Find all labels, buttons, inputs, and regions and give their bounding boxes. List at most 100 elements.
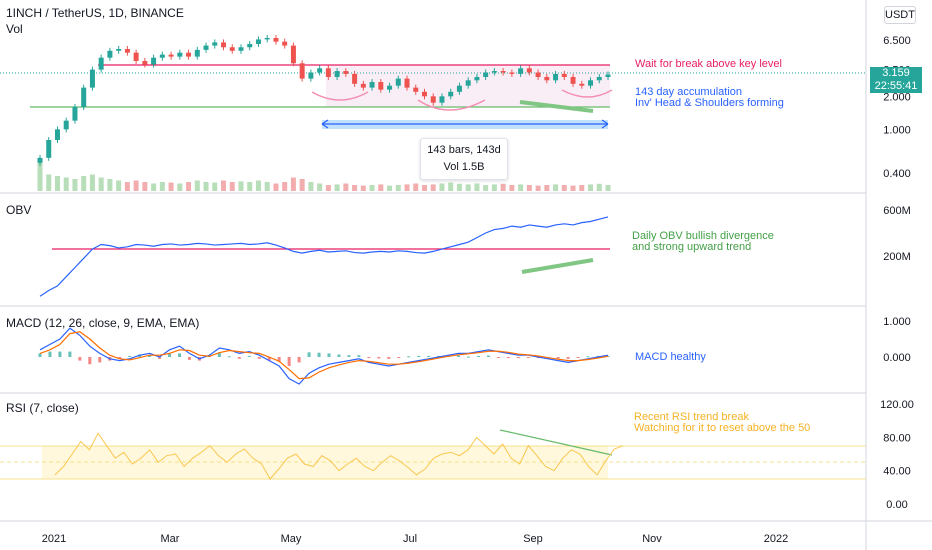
volume-bar: [483, 185, 489, 191]
volume-bar: [570, 185, 576, 191]
measure-arrow-right: [601, 119, 609, 129]
obv-title: OBV: [6, 203, 31, 217]
macd-histogram-bar: [297, 357, 301, 363]
macd-histogram-bar: [307, 352, 311, 357]
macd-histogram-bar: [586, 356, 590, 358]
volume-bar: [465, 184, 471, 191]
candle-body: [290, 45, 296, 64]
candle-body: [282, 41, 288, 46]
candle-body: [343, 71, 349, 74]
obv-axis-tick: 200M: [883, 251, 911, 263]
volume-bar: [308, 182, 314, 191]
candle-body: [194, 49, 200, 57]
volume-bar: [404, 184, 410, 191]
volume-bar: [334, 184, 340, 191]
annotation-macd: MACD healthy: [635, 351, 706, 363]
macd-histogram-bar: [357, 355, 361, 357]
rsi-title: RSI (7, close): [6, 401, 79, 415]
candle-body: [308, 72, 314, 79]
candle-body: [588, 80, 594, 86]
candle-body: [159, 54, 165, 58]
candle-body: [535, 72, 541, 77]
candle-body: [37, 157, 43, 163]
macd-histogram-bar: [257, 357, 261, 359]
macd-histogram-bar: [217, 352, 221, 357]
candle-body: [116, 48, 122, 51]
macd-histogram-bar: [466, 356, 470, 358]
symbol-title: 1INCH / TetherUS, 1D, BINANCE: [6, 6, 184, 20]
macd-histogram-bar: [148, 355, 152, 357]
candle-body: [561, 73, 567, 77]
obv-trend: [521, 258, 594, 274]
price-axis-tick: 2.000: [883, 91, 911, 103]
candle-body: [221, 42, 227, 48]
rsi-axis-tick: 0.00: [886, 499, 907, 511]
macd-histogram-bar: [68, 351, 72, 357]
annotation-obv-1: Daily OBV bullish divergence: [632, 230, 774, 242]
volume-bar: [247, 182, 253, 191]
candle-body: [203, 45, 209, 50]
volume-bar: [89, 174, 95, 191]
macd-histogram-bar: [247, 355, 251, 357]
volume-bar: [124, 182, 130, 191]
candle-body: [133, 52, 139, 61]
macd-histogram-bar: [387, 357, 391, 359]
macd-histogram-bar: [118, 357, 122, 359]
volume-bar: [526, 185, 532, 191]
vol-label: Vol: [6, 22, 23, 36]
macd-histogram-bar: [38, 353, 42, 357]
macd-histogram-bar: [78, 357, 82, 361]
volume-bar: [317, 183, 323, 191]
candle-body: [72, 106, 78, 121]
rsi-series: [54, 432, 624, 480]
candle-body: [264, 38, 270, 40]
candle-body: [98, 57, 104, 70]
macd-histogram-bar: [427, 355, 431, 357]
time-axis-tick: May: [281, 533, 302, 545]
volume-bar: [177, 183, 183, 191]
annotation-accumulation-1: 143 day accumulation: [635, 86, 742, 98]
macd-histogram-bar: [317, 352, 321, 357]
currency-badge[interactable]: USDT: [884, 6, 916, 24]
rsi-axis-tick: 40.00: [883, 466, 911, 478]
macd-histogram-bar: [48, 351, 52, 357]
time-axis-tick: 2022: [764, 533, 788, 545]
volume-bar: [509, 185, 515, 191]
y-axis-labels: 6.5003.5002.0001.0000.400600M200M1.0000.…: [880, 35, 914, 511]
candle-body: [553, 73, 559, 81]
macd-histogram-bar: [178, 353, 182, 357]
macd-histogram-bar: [88, 357, 92, 365]
candle-body: [439, 96, 445, 103]
macd-series: [38, 327, 610, 385]
signal-line: [39, 331, 609, 380]
macd-histogram-bar: [486, 355, 490, 357]
volume-bar: [535, 185, 541, 191]
candle-body: [142, 60, 148, 65]
candle-body: [518, 68, 524, 74]
ihs-head: [417, 99, 486, 111]
volume-bar: [194, 180, 200, 191]
volume-bar: [491, 184, 497, 191]
macd-histogram-bar: [347, 355, 351, 357]
obv-series: [39, 216, 609, 297]
volume-bar: [133, 180, 139, 191]
macd-title: MACD (12, 26, close, 9, EMA, EMA): [6, 316, 199, 330]
macd-histogram-bar: [576, 357, 580, 358]
volume-bar: [579, 185, 585, 191]
price-candles: [37, 35, 611, 166]
macd-axis-tick: 1.000: [883, 316, 911, 328]
volume-bar: [81, 176, 87, 191]
macd-histogram-bar: [506, 357, 510, 359]
time-axis-tick: 2021: [42, 533, 66, 545]
volume-bar: [168, 182, 174, 191]
candle-body: [54, 129, 60, 140]
macd-histogram-bar: [476, 355, 480, 357]
volume-bar: [395, 185, 401, 191]
volume-bars: [37, 161, 611, 191]
annotation-accumulation-2: Inv' Head & Shoulders forming: [635, 97, 784, 109]
volume-bar: [72, 179, 78, 191]
macd-histogram-bar: [457, 355, 461, 357]
candle-body: [413, 87, 419, 92]
